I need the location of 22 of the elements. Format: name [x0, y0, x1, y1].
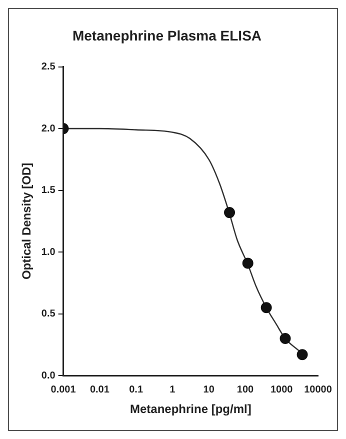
x-tick-label: 0.01 [90, 384, 110, 396]
point [242, 258, 254, 269]
point [296, 349, 308, 360]
point [260, 302, 272, 314]
y-tick-label: 2.0 [41, 123, 56, 134]
y-tick-label: 0.5 [41, 308, 56, 320]
y-tick-label: 2.5 [41, 62, 56, 73]
x-tick-label: 1000 [270, 384, 294, 396]
y-axis-title: Optical Density [OD] [20, 162, 34, 280]
x-axis-title: Metanephrine [pg/ml] [130, 402, 252, 416]
x-tick-label: 10000 [304, 384, 332, 396]
y-tick-label: 1.5 [41, 185, 56, 196]
point [280, 333, 291, 344]
x-tick-label: 10 [203, 384, 215, 396]
y-tick-label: 0.0 [41, 370, 56, 382]
x-tick-label: 0.001 [50, 384, 76, 396]
x-tick-label: 100 [236, 384, 254, 396]
y-tick-label: 1.0 [41, 246, 56, 258]
x-tick-label: 1 [170, 384, 176, 396]
x-tick-label: 0.1 [129, 384, 144, 396]
chart-title: Metanephrine Plasma ELISA [72, 27, 262, 44]
point [224, 207, 236, 218]
